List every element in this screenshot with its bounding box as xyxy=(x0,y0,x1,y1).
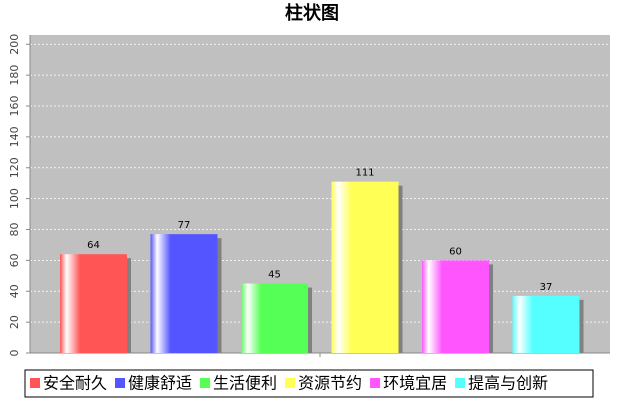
chart-title: 柱状图 xyxy=(285,2,339,24)
legend-swatch xyxy=(115,378,126,388)
legend-label: 资源节约 xyxy=(298,374,362,393)
data-label: 111 xyxy=(355,168,374,179)
bar xyxy=(422,260,489,353)
legend-label: 环境宜居 xyxy=(383,374,447,393)
legend-swatch xyxy=(200,378,211,388)
bar xyxy=(60,254,127,353)
y-tick-label: 140 xyxy=(8,126,21,147)
data-label: 77 xyxy=(178,220,191,231)
legend-swatch xyxy=(285,378,296,388)
y-tick-label: 200 xyxy=(8,34,21,55)
data-label: 45 xyxy=(268,270,281,281)
legend-label: 生活便利 xyxy=(213,374,277,393)
bar xyxy=(512,295,580,353)
legend-label: 健康舒适 xyxy=(128,374,192,393)
y-tick-label: 80 xyxy=(8,223,21,237)
y-tick-label: 160 xyxy=(8,96,21,117)
legend-label: 安全耐久 xyxy=(43,374,107,393)
data-label: 60 xyxy=(449,246,462,257)
data-label: 64 xyxy=(87,240,100,251)
bar xyxy=(150,234,218,353)
legend-swatch xyxy=(370,378,381,388)
y-tick-label: 20 xyxy=(8,315,21,329)
legend-swatch xyxy=(30,378,40,388)
legend-swatch xyxy=(455,378,466,388)
y-tick-label: 120 xyxy=(8,157,21,178)
y-tick-label: 180 xyxy=(8,65,21,86)
y-tick-label: 60 xyxy=(8,253,21,267)
y-tick-label: 0 xyxy=(8,350,21,357)
y-tick-label: 100 xyxy=(8,188,21,209)
y-tick-label: 40 xyxy=(8,284,21,298)
data-label: 37 xyxy=(540,282,553,293)
legend-label: 提高与创新 xyxy=(468,374,548,393)
bar xyxy=(331,181,399,353)
bar xyxy=(241,283,308,353)
